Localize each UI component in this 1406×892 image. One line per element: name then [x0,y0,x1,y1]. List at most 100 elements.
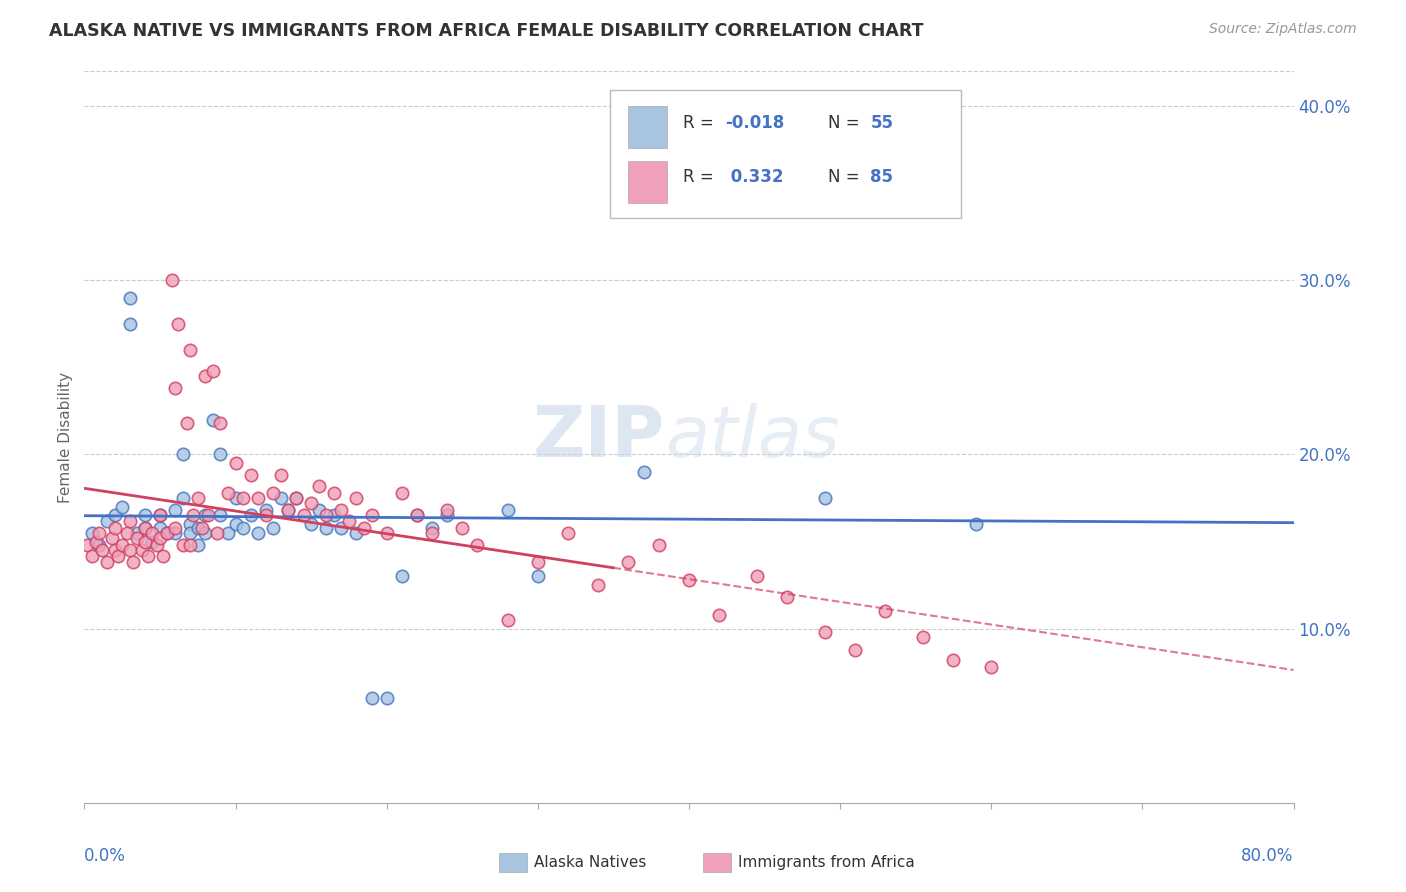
Point [91,543,114,558]
Point [436,503,458,517]
Point [207,525,229,540]
Text: 85: 85 [870,169,893,186]
Point [346,491,368,505]
Point [134,508,156,523]
Point [156,525,179,540]
Point [588,578,610,592]
Point [152,549,174,563]
Point [814,625,837,640]
Point [330,503,353,517]
Point [172,538,194,552]
Point [292,508,315,523]
Point [814,491,837,505]
Point [179,538,201,552]
Point [375,525,398,540]
Point [104,521,127,535]
Point [96,514,118,528]
Point [149,508,172,523]
Point [80,525,103,540]
Point [406,508,429,523]
Point [141,534,163,549]
Point [165,521,187,535]
Point [179,525,201,540]
Point [179,517,201,532]
Point [167,317,190,331]
Text: R =: R = [683,113,718,131]
Point [912,631,935,645]
Point [277,503,299,517]
Point [134,534,156,549]
Point [557,525,579,540]
Point [187,538,209,552]
Point [270,491,292,505]
Text: atlas: atlas [665,402,839,472]
Point [875,604,897,618]
Point [149,508,172,523]
Point [308,503,330,517]
Point [194,508,217,523]
Point [111,538,134,552]
Point [194,369,217,384]
Point [104,508,127,523]
Point [86,534,108,549]
Point [451,521,474,535]
Point [633,465,655,479]
Point [209,508,232,523]
Point [496,503,519,517]
Point [172,491,194,505]
Point [285,491,308,505]
Point [262,521,284,535]
Point [96,556,118,570]
Point [232,491,254,505]
Point [201,412,224,426]
Text: N =: N = [828,169,865,186]
Point [118,543,141,558]
Point [111,500,134,514]
Point [89,538,111,552]
Point [179,343,201,357]
Point [285,491,308,505]
Point [467,538,489,552]
Point [315,521,337,535]
Y-axis label: Female Disability: Female Disability [58,371,73,503]
Point [209,448,232,462]
Point [496,613,519,627]
Point [527,569,550,583]
Point [225,456,247,470]
Point [375,691,398,706]
Text: N =: N = [828,113,865,131]
Point [262,485,284,500]
Point [217,525,239,540]
Text: ZIP: ZIP [533,402,665,472]
Point [121,556,143,570]
Point [201,364,224,378]
Point [353,521,375,535]
Point [648,538,671,552]
Point [745,569,768,583]
Point [209,416,232,430]
Point [406,508,429,523]
Point [315,508,337,523]
Point [299,496,322,510]
Point [127,531,149,545]
Text: Alaska Natives: Alaska Natives [534,855,647,870]
Point [420,521,443,535]
Point [360,691,382,706]
Text: ALASKA NATIVE VS IMMIGRANTS FROM AFRICA FEMALE DISABILITY CORRELATION CHART: ALASKA NATIVE VS IMMIGRANTS FROM AFRICA … [49,22,924,40]
Text: Immigrants from Africa: Immigrants from Africa [738,855,915,870]
FancyBboxPatch shape [628,161,668,203]
Point [165,503,187,517]
Point [360,508,382,523]
Point [131,543,153,558]
Point [232,521,254,535]
Point [118,317,141,331]
Point [194,525,217,540]
Point [217,485,239,500]
Point [104,543,127,558]
Point [127,525,149,540]
Point [187,521,209,535]
Point [149,521,172,535]
Point [181,508,204,523]
Point [165,525,187,540]
Point [197,508,219,523]
